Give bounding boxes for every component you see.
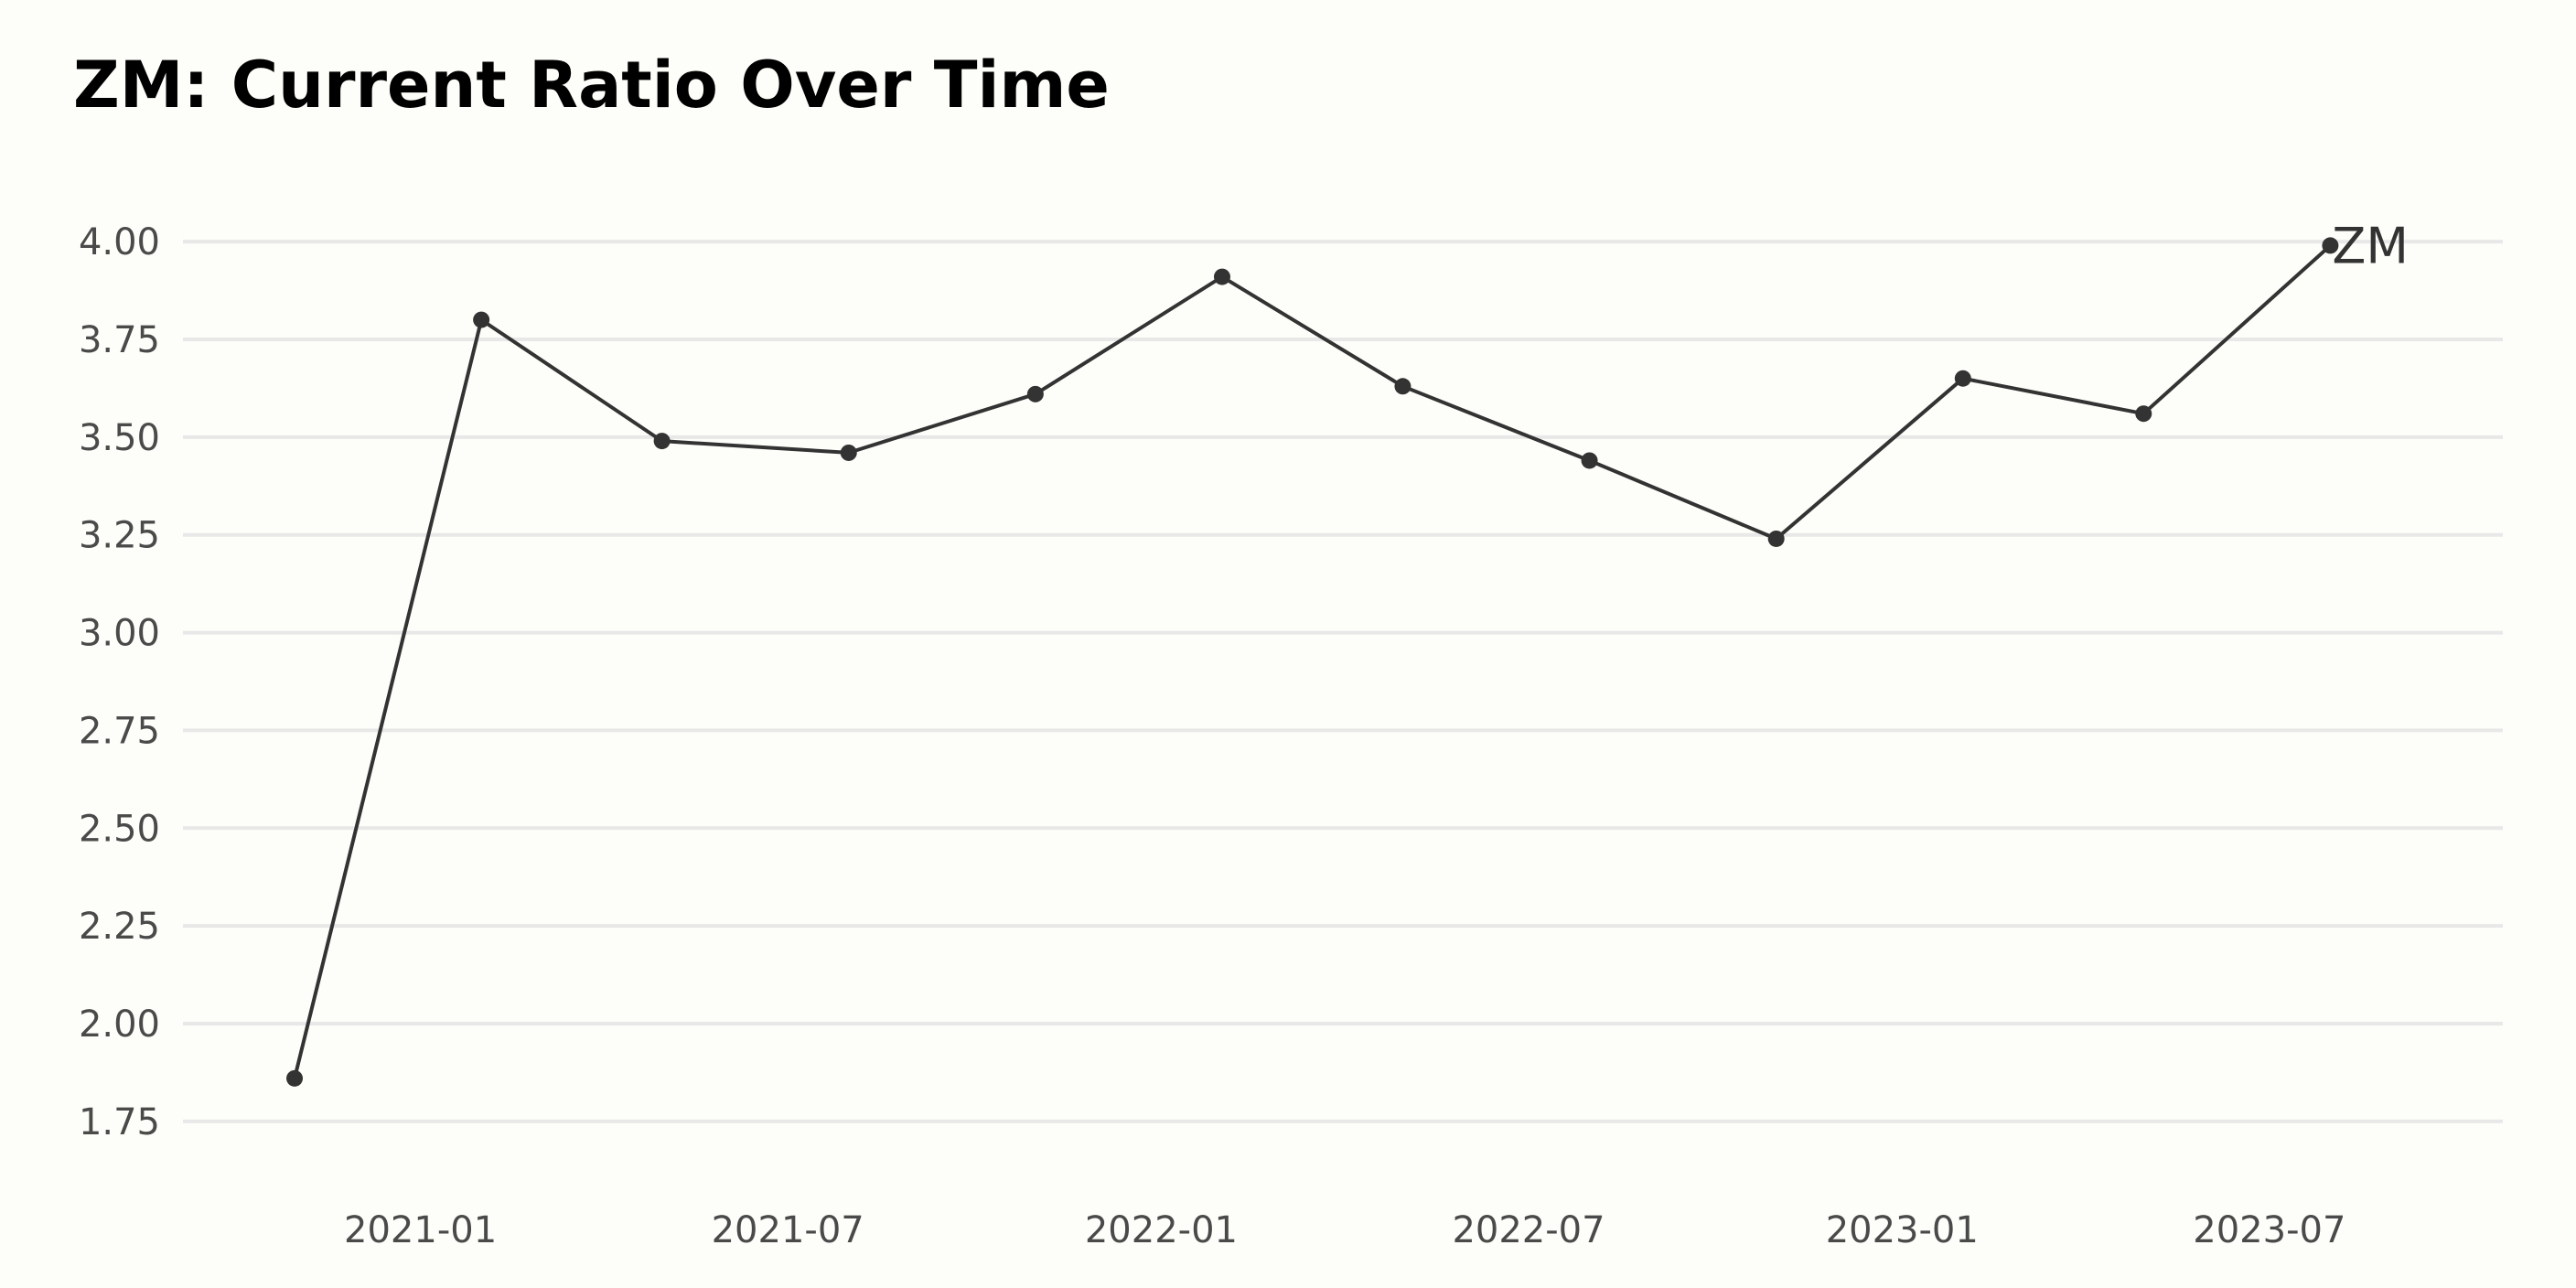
y-tick-label: 2.50 xyxy=(79,808,160,850)
data-point xyxy=(1581,452,1598,469)
data-point xyxy=(1026,385,1044,402)
data-point xyxy=(2322,237,2339,254)
x-axis-ticks: 2021-01 2021-07 2022-01 2022-07 2023-01 2023-… xyxy=(344,1209,2345,1251)
data-point xyxy=(840,444,857,461)
data-point xyxy=(286,1069,304,1087)
y-tick-label: 1.75 xyxy=(79,1101,160,1143)
data-point xyxy=(1394,378,1411,395)
series-group: ZM xyxy=(286,217,2409,1087)
y-tick-label: 3.75 xyxy=(79,319,160,361)
y-tick-label: 4.00 xyxy=(79,221,160,263)
y-axis-ticks: 1.75 2.00 2.25 2.50 2.75 3.00 3.25 3.50 3.75 4.00 xyxy=(79,221,160,1143)
x-tick-label: 2023-07 xyxy=(2193,1209,2345,1251)
y-tick-label: 3.25 xyxy=(79,515,160,557)
data-point xyxy=(473,311,490,328)
x-tick-label: 2023-01 xyxy=(1826,1209,1979,1251)
y-tick-label: 3.50 xyxy=(79,417,160,459)
x-tick-label: 2021-01 xyxy=(344,1209,497,1251)
gridlines xyxy=(183,240,2503,1123)
data-point xyxy=(1213,268,1230,285)
y-tick-label: 2.75 xyxy=(79,710,160,752)
y-tick-label: 2.25 xyxy=(79,906,160,948)
series-line xyxy=(293,243,2333,1080)
data-point xyxy=(1767,530,1785,547)
data-point xyxy=(1954,370,1971,387)
data-point xyxy=(653,433,671,450)
data-point xyxy=(2135,405,2152,423)
x-tick-label: 2021-07 xyxy=(712,1209,864,1251)
chart-title: ZM: Current Ratio Over Time xyxy=(73,48,1110,123)
x-tick-label: 2022-01 xyxy=(1085,1209,1238,1251)
x-tick-label: 2022-07 xyxy=(1452,1209,1605,1251)
y-tick-label: 2.00 xyxy=(79,1004,160,1046)
series-end-label: ZM xyxy=(2332,217,2409,274)
y-tick-label: 3.00 xyxy=(79,613,160,655)
